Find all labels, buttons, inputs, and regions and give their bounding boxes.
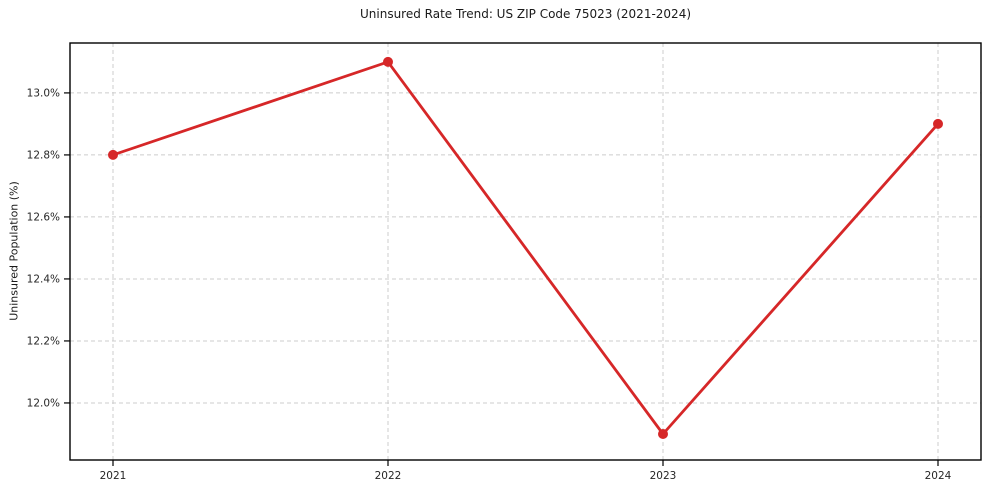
y-tick-label: 13.0% bbox=[27, 87, 60, 99]
y-tick-label: 12.4% bbox=[27, 273, 60, 285]
x-tick-label: 2024 bbox=[925, 470, 952, 482]
y-tick-label: 12.2% bbox=[27, 335, 60, 347]
y-tick-label: 12.6% bbox=[27, 211, 60, 223]
chart-title: Uninsured Rate Trend: US ZIP Code 75023 … bbox=[359, 7, 692, 21]
data-point-marker bbox=[658, 429, 668, 439]
data-point-marker bbox=[108, 149, 118, 160]
trend-line bbox=[111, 60, 940, 436]
x-tick-label: 2021 bbox=[100, 470, 127, 482]
axes-frame bbox=[69, 42, 982, 461]
x-tick-label: 2023 bbox=[650, 470, 677, 482]
y-tick-label: 12.0% bbox=[27, 397, 60, 409]
data-point-marker bbox=[933, 118, 943, 129]
data-point-marker bbox=[383, 56, 393, 67]
y-tick-label: 12.8% bbox=[27, 149, 60, 161]
x-tick-label: 2022 bbox=[375, 470, 402, 482]
